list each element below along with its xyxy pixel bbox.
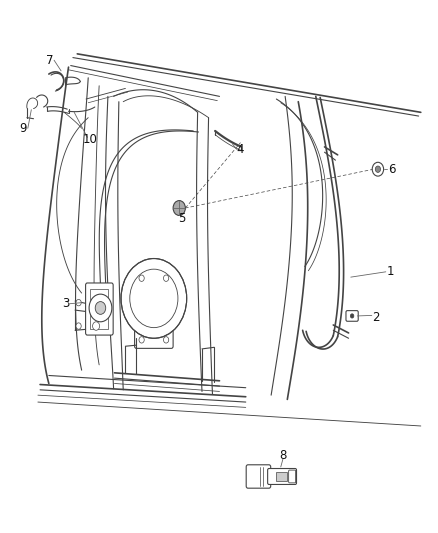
Circle shape <box>76 323 81 329</box>
Text: 8: 8 <box>279 449 286 462</box>
Text: 6: 6 <box>388 163 395 176</box>
Circle shape <box>350 314 353 318</box>
Text: 7: 7 <box>46 54 53 67</box>
Circle shape <box>92 322 99 330</box>
Text: 4: 4 <box>236 143 244 156</box>
FancyBboxPatch shape <box>246 465 270 488</box>
Circle shape <box>163 275 168 281</box>
FancyBboxPatch shape <box>345 311 357 321</box>
Circle shape <box>139 275 144 281</box>
Circle shape <box>371 163 383 176</box>
Circle shape <box>374 166 380 172</box>
Text: 3: 3 <box>62 297 69 310</box>
Text: 5: 5 <box>178 212 186 225</box>
Text: 10: 10 <box>83 133 98 147</box>
FancyBboxPatch shape <box>276 472 287 481</box>
Circle shape <box>130 269 177 328</box>
Circle shape <box>163 337 168 343</box>
FancyBboxPatch shape <box>267 469 296 484</box>
FancyBboxPatch shape <box>134 270 173 349</box>
Text: 9: 9 <box>19 122 26 135</box>
Circle shape <box>173 200 185 215</box>
FancyBboxPatch shape <box>288 470 295 483</box>
FancyBboxPatch shape <box>85 283 113 335</box>
Text: 1: 1 <box>385 265 393 278</box>
Circle shape <box>76 300 81 306</box>
FancyBboxPatch shape <box>90 289 108 329</box>
Circle shape <box>95 302 106 314</box>
Circle shape <box>121 259 186 338</box>
Circle shape <box>139 337 144 343</box>
Circle shape <box>89 294 112 322</box>
Text: 2: 2 <box>371 311 379 324</box>
